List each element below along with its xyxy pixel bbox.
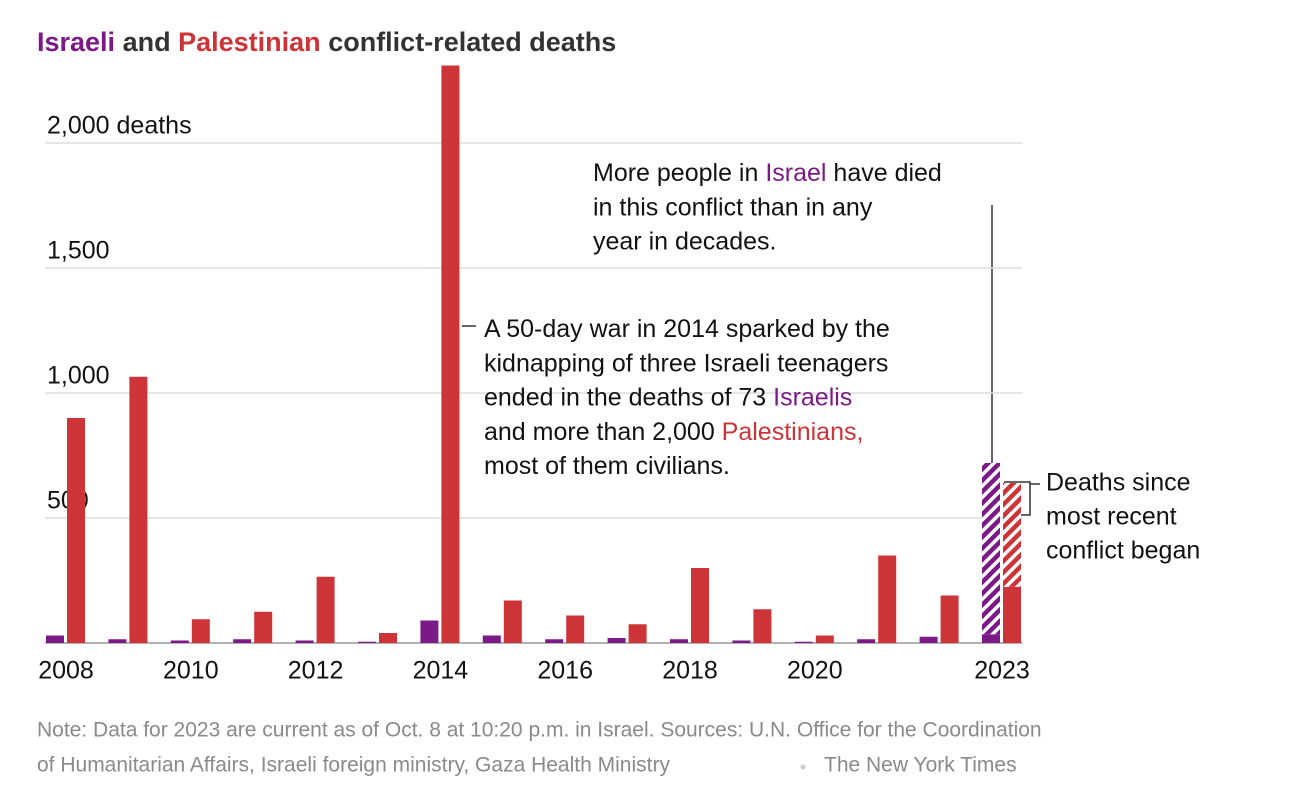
bar	[1003, 586, 1021, 643]
bar	[108, 639, 127, 643]
bar	[441, 65, 460, 643]
x-tick-label: 2018	[662, 657, 718, 685]
bar	[919, 636, 938, 643]
bar	[295, 640, 314, 643]
bar	[46, 635, 64, 643]
x-tick-label: 2014	[413, 657, 469, 685]
x-tick-label: 2020	[787, 657, 843, 685]
hatched-bar	[1003, 483, 1021, 587]
bar	[233, 639, 252, 643]
credit: The New York Times	[824, 754, 1017, 777]
x-tick-label: 2008	[38, 657, 94, 685]
annotation: in this conflict than in any	[593, 193, 873, 221]
bar	[670, 639, 688, 643]
annotation: A 50-day war in 2014 sparked by the	[484, 315, 890, 343]
bar	[607, 638, 626, 643]
bar	[857, 639, 876, 643]
annotation-part: in this conflict than in any	[593, 193, 873, 221]
bar	[815, 635, 834, 643]
annotation-part: have died	[826, 159, 941, 187]
annotation: conflict began	[1046, 537, 1200, 565]
bar	[545, 639, 564, 643]
hatched-bar	[982, 463, 1000, 635]
annotation: most of them civilians.	[484, 452, 730, 480]
bar	[753, 609, 772, 643]
bar	[67, 418, 85, 643]
annotation-part: A 50-day war in 2014 sparked by the	[484, 315, 890, 343]
bar	[358, 641, 376, 643]
annotation: ended in the deaths of 73 Israelis	[484, 383, 852, 411]
note: of Humanitarian Affairs, Israeli foreign…	[37, 754, 670, 777]
bar	[316, 576, 335, 643]
y-tick-label: 1,000	[47, 362, 110, 390]
annotation: More people in Israel have died	[593, 159, 942, 187]
bar	[566, 615, 585, 643]
annotation-part: kidnapping of three Israeli teenagers	[484, 349, 888, 377]
chart-title: Israeli and Palestinian conflict-related…	[37, 27, 616, 57]
title-part: Palestinian	[178, 27, 321, 57]
annotation-part: Israel	[765, 159, 826, 187]
bar	[878, 555, 897, 643]
bar	[691, 568, 709, 643]
bar	[628, 624, 647, 643]
bar	[420, 620, 439, 643]
annotation-part: ended in the deaths of 73	[484, 383, 773, 411]
annotation-part: year in decades.	[593, 227, 776, 255]
annotation-part: Palestinians,	[722, 418, 864, 446]
y-tick-label: 1,500	[47, 237, 110, 265]
annotation-part: Israelis	[773, 383, 852, 411]
annotation: Deaths since	[1046, 469, 1191, 497]
x-tick-label: 2016	[537, 657, 593, 685]
bar	[191, 619, 210, 643]
annotation: and more than 2,000 Palestinians,	[484, 418, 863, 446]
separator-dot	[800, 764, 806, 770]
x-tick-label: 2010	[163, 657, 219, 685]
bar	[940, 595, 959, 643]
x-tick-label: 2023	[974, 657, 1030, 685]
annotation: most recent	[1046, 503, 1177, 531]
bar	[982, 634, 1000, 643]
y-tick-label: 2,000 deaths	[47, 112, 192, 140]
bar	[379, 633, 397, 643]
bar	[503, 600, 522, 643]
title-part: Israeli	[37, 27, 115, 57]
title-part: and	[123, 27, 171, 57]
annotation-part: and more than 2,000	[484, 418, 722, 446]
bar	[129, 376, 148, 643]
bar	[482, 635, 501, 643]
note: Note: Data for 2023 are current as of Oc…	[37, 719, 1042, 742]
bar	[254, 611, 273, 643]
annotation-part: More people in	[593, 159, 765, 187]
x-tick-label: 2012	[288, 657, 344, 685]
bar	[170, 640, 189, 643]
annotation: year in decades.	[593, 227, 776, 255]
annotation-part: most of them civilians.	[484, 452, 730, 480]
title-part: conflict-related deaths	[328, 27, 616, 57]
bar	[794, 641, 813, 643]
bar	[732, 640, 751, 643]
annotation: kidnapping of three Israeli teenagers	[484, 349, 888, 377]
